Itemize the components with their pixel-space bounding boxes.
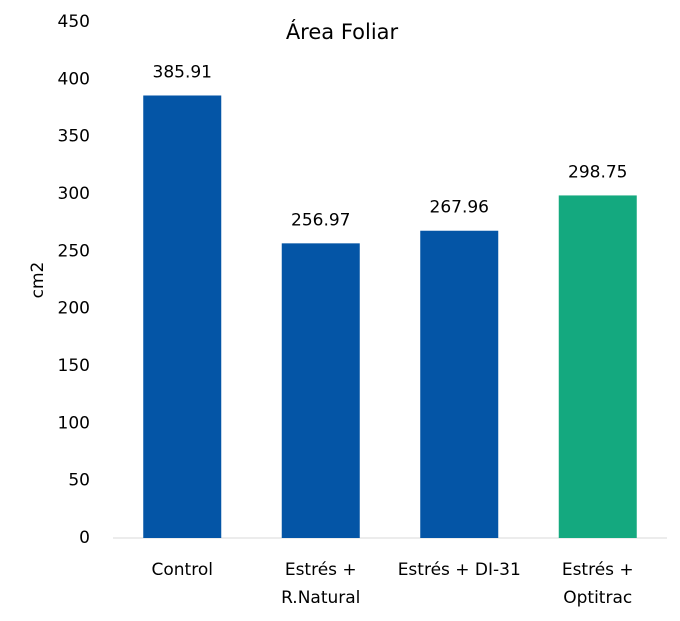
data-label: 385.91	[153, 62, 212, 82]
x-tick-label-line: Estrés +	[285, 560, 357, 580]
y-tick-label: 300	[58, 184, 90, 204]
y-tick-label: 400	[58, 69, 90, 89]
x-tick-label: Estrés + Optitrac	[562, 560, 634, 608]
bar	[558, 195, 637, 538]
y-tick-label: 350	[58, 127, 90, 147]
data-label: 298.75	[568, 162, 627, 182]
x-tick-label-line: Optitrac	[563, 588, 632, 608]
x-tick-label: Estrés + R.Natural	[281, 560, 360, 608]
y-tick-label: 150	[58, 356, 90, 376]
data-label: 267.96	[430, 198, 489, 218]
data-label: 256.97	[291, 210, 350, 230]
bar	[281, 243, 360, 538]
x-tick-label-line: Control	[152, 560, 213, 580]
y-axis-label: cm2	[28, 262, 48, 299]
y-tick-label: 50	[68, 471, 90, 491]
y-tick-label: 100	[58, 413, 90, 433]
x-tick-label: Control	[152, 560, 213, 580]
x-tick-label-line: Estrés + DI-31	[398, 560, 521, 580]
x-tick-label-line: R.Natural	[281, 588, 360, 608]
y-tick-label: 200	[58, 299, 90, 319]
x-tick-label: Estrés + DI-31	[398, 560, 521, 580]
x-tick-label-line: Estrés +	[562, 560, 634, 580]
y-tick-label: 250	[58, 241, 90, 261]
bar	[420, 230, 499, 538]
y-tick-label: 450	[58, 12, 90, 32]
chart-title: Área Foliar	[286, 19, 399, 44]
bar	[143, 95, 222, 538]
y-tick-label: 0	[79, 528, 90, 548]
